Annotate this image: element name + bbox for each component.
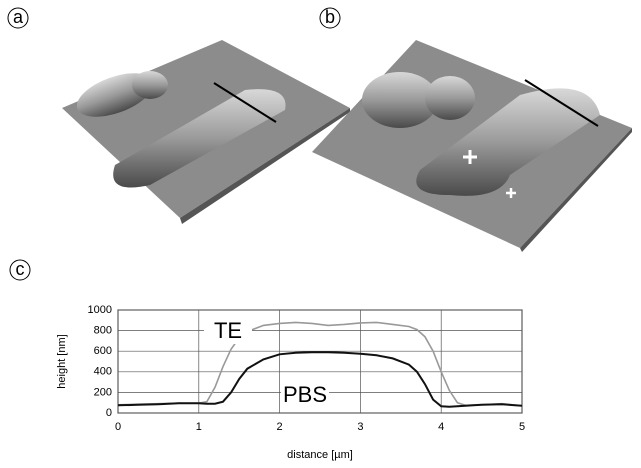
x-tick-label: 5 (519, 421, 525, 433)
line-chart: 0 200 400 600 800 1000 0 1 2 3 4 5 distance [µm] heig… (56, 304, 525, 461)
x-tick-label: 0 (115, 421, 121, 433)
x-tick-label: 2 (277, 421, 283, 433)
panel-label: b (325, 7, 335, 27)
series-label: PBS (283, 382, 327, 407)
afm-image-b (312, 40, 632, 252)
y-tick-label: 400 (94, 366, 112, 378)
series-label: TE (214, 318, 242, 343)
x-tick-label: 3 (357, 421, 363, 433)
y-tick-label: 0 (106, 407, 112, 419)
x-axis-label: distance [µm] (287, 449, 353, 461)
panel-label: a (13, 7, 24, 27)
x-tick-label: 1 (196, 421, 202, 433)
x-tick-label: 4 (438, 421, 444, 433)
panel-label: c (16, 259, 25, 279)
figure: a b c 0 200 400 600 800 1000 0 1 2 3 4 5 distance [µ… (0, 0, 641, 468)
afm-image-a (62, 40, 350, 224)
y-tick-label: 200 (94, 386, 112, 398)
y-tick-label: 1000 (88, 304, 112, 316)
y-axis-label: height [nm] (56, 334, 68, 388)
y-tick-label: 800 (94, 325, 112, 337)
y-tick-label: 600 (94, 345, 112, 357)
